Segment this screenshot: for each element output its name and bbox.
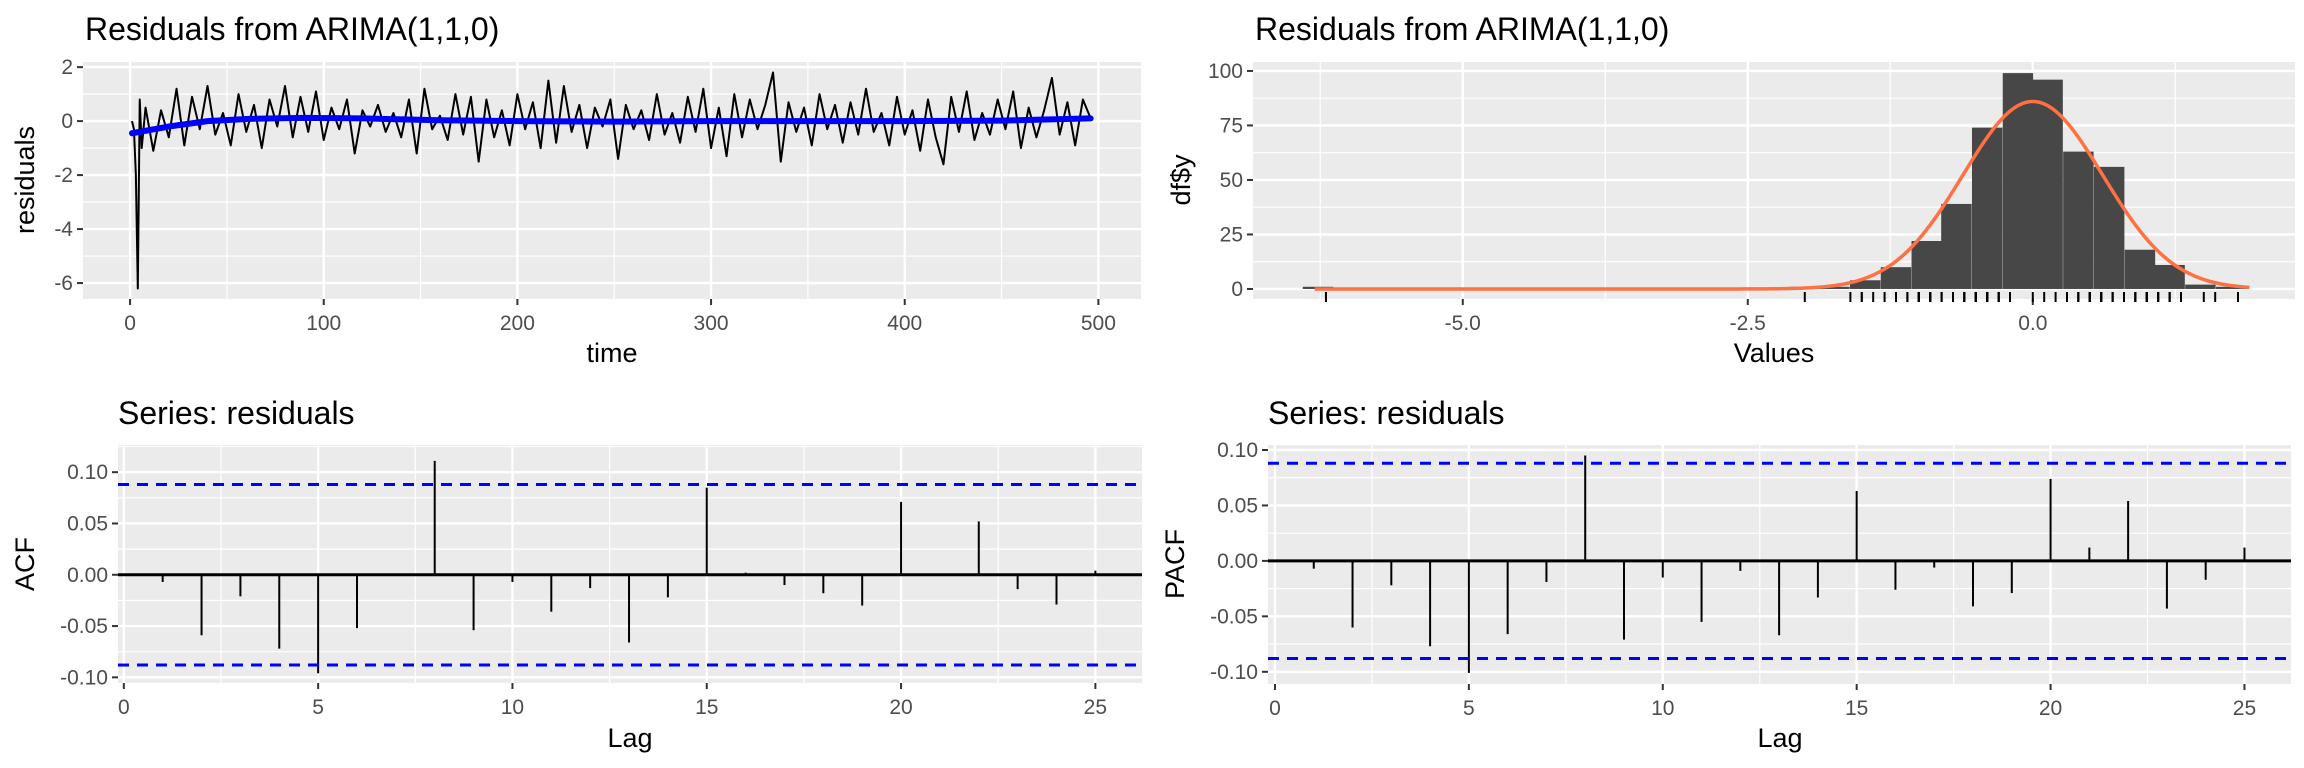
panel-acf: 0 5 10 15 20 25 -0.10 -0.05 0.00 0.05 0.10 Series: … [10, 395, 1142, 753]
y-tick-label: -2 [54, 164, 73, 187]
y-axis-title: PACF [1160, 529, 1190, 599]
chart-title: Residuals from ARIMA(1,1,0) [1255, 11, 1669, 47]
x-tick-label: 15 [695, 696, 718, 719]
y-tick-label: 0.00 [1217, 550, 1258, 573]
y-tick-label: 0 [1231, 278, 1243, 301]
y-tick-label: 0.00 [67, 564, 108, 587]
x-tick-label: -2.5 [1730, 312, 1766, 335]
x-tick-label: 25 [2233, 697, 2256, 720]
histogram-bar [2215, 286, 2247, 289]
x-tick-label: 300 [694, 312, 729, 335]
y-tick-label: 25 [1220, 223, 1243, 246]
plot-background [118, 445, 1142, 683]
chart-title: Series: residuals [1268, 395, 1505, 431]
histogram-bar [2032, 79, 2063, 289]
chart-title: Series: residuals [118, 395, 355, 431]
histogram-bar [1941, 203, 1972, 289]
y-tick-label: 100 [1208, 60, 1243, 83]
y-axis-title: ACF [10, 537, 40, 591]
x-tick-label: 5 [1463, 697, 1475, 720]
y-tick-label: 0.10 [67, 461, 108, 484]
x-tick-label: 20 [889, 696, 912, 719]
histogram-bar [2063, 151, 2094, 289]
x-tick-label: 25 [1084, 696, 1107, 719]
y-axis-title: df$y [1166, 154, 1196, 206]
y-tick-label: -0.10 [1210, 661, 1258, 684]
panel-residual-timeseries: 0 100 200 300 400 500 -6 -4 -2 0 2 Residuals from A… [10, 11, 1141, 368]
x-tick-label: 0.0 [2018, 312, 2047, 335]
plot-background [83, 62, 1141, 299]
chart-title: Residuals from ARIMA(1,1,0) [85, 11, 499, 47]
x-tick-label: 0 [1269, 697, 1281, 720]
histogram-bar [1880, 267, 1912, 289]
y-tick-label: -6 [54, 272, 73, 295]
histogram-bar [1819, 286, 1850, 289]
x-tick-label: 400 [887, 312, 922, 335]
y-tick-label: 2 [61, 56, 73, 79]
y-tick-label: 0 [61, 110, 73, 133]
x-tick-label: 10 [1651, 697, 1674, 720]
y-tick-label: -0.10 [60, 666, 108, 689]
y-tick-label: 0.05 [1217, 494, 1258, 517]
x-tick-label: 0 [118, 696, 130, 719]
x-tick-label: 500 [1081, 312, 1116, 335]
histogram-bar [1911, 241, 1942, 289]
y-axis-title: residuals [10, 126, 40, 234]
y-tick-label: -0.05 [60, 615, 108, 638]
x-tick-label: 20 [2039, 697, 2062, 720]
smoothed-trend-line [128, 114, 1094, 137]
panel-residual-histogram: -5.0 -2.5 0.0 0 25 50 75 100 Residuals from ARIM… [1166, 11, 2295, 368]
x-tick-label: 0 [124, 312, 136, 335]
y-tick-label: 75 [1220, 114, 1243, 137]
x-tick-label: 100 [306, 312, 341, 335]
x-axis-title: Lag [607, 723, 652, 753]
x-tick-label: -5.0 [1445, 312, 1481, 335]
residual-series-line [131, 71, 1092, 290]
histogram-bar [2124, 249, 2156, 289]
x-axis-title: Lag [1757, 723, 1802, 753]
y-tick-label: -0.05 [1210, 605, 1258, 628]
histogram-bar [2185, 284, 2216, 289]
histogram-bar [2002, 73, 2034, 289]
x-tick-label: 15 [1845, 697, 1868, 720]
histogram-bar [1849, 280, 1881, 289]
x-axis-title: time [586, 338, 637, 368]
x-tick-label: 10 [501, 696, 524, 719]
y-tick-label: -4 [54, 218, 73, 241]
y-tick-label: 50 [1220, 169, 1243, 192]
x-tick-label: 200 [500, 312, 535, 335]
panel-pacf: 0 5 10 15 20 25 -0.10 -0.05 0.00 0.05 0.10 Series: … [1160, 395, 2291, 753]
y-tick-label: 0.05 [67, 512, 108, 535]
normal-density-curve [1314, 99, 2250, 291]
x-tick-label: 5 [312, 696, 324, 719]
x-axis-title: Values [1734, 338, 1815, 368]
histogram-bar [2154, 264, 2185, 289]
y-tick-label: 0.10 [1217, 439, 1258, 462]
